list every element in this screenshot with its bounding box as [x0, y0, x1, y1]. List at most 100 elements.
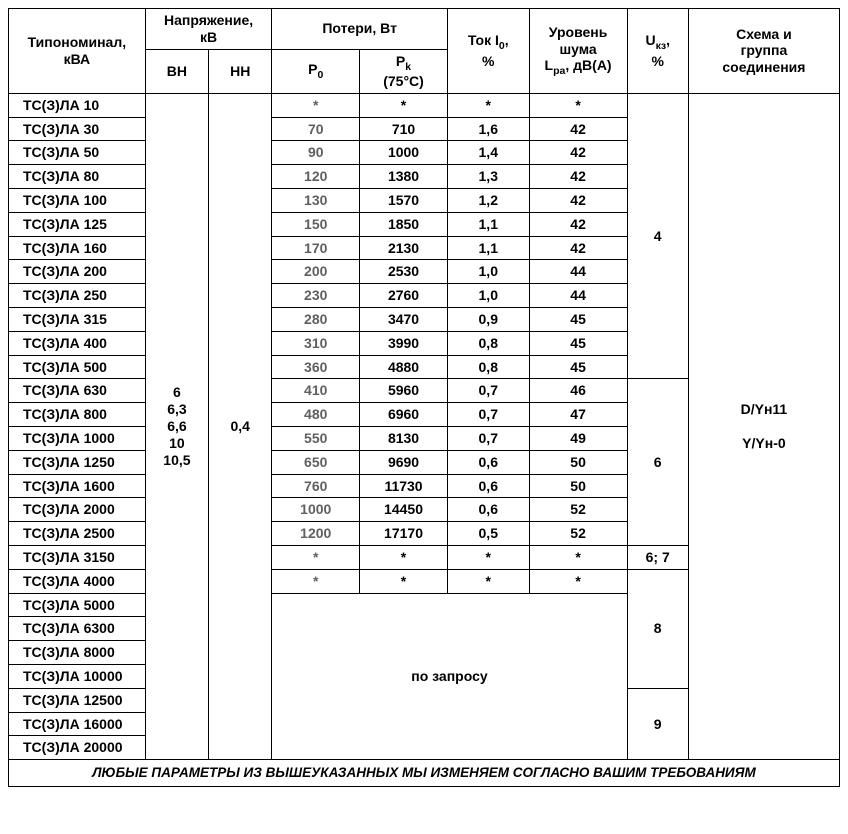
cell-p0: 150	[272, 212, 360, 236]
cell-model: ТС(З)ЛА 2500	[9, 522, 146, 546]
cell-model: ТС(З)ЛА 5000	[9, 593, 146, 617]
cell-i0: 1,0	[447, 284, 529, 308]
cell-noise: 52	[529, 498, 627, 522]
cell-model: ТС(З)ЛА 10000	[9, 664, 146, 688]
cell-hv-merged: 6 6,3 6,6 10 10,5	[145, 93, 208, 759]
cell-i0: 0,7	[447, 379, 529, 403]
table-body: ТС(З)ЛА 10 6 6,3 6,6 10 10,5 0,4 * * * *…	[9, 93, 840, 759]
cell-model: ТС(З)ЛА 200	[9, 260, 146, 284]
cell-lv-merged: 0,4	[209, 93, 272, 759]
cell-i0: *	[447, 545, 529, 569]
cell-i0: 1,6	[447, 117, 529, 141]
cell-pk: 9690	[360, 450, 448, 474]
cell-ukz-8: 8	[627, 569, 688, 688]
cell-model: ТС(З)ЛА 30	[9, 117, 146, 141]
cell-model: ТС(З)ЛА 16000	[9, 712, 146, 736]
table-row: ТС(З)ЛА 10 6 6,3 6,6 10 10,5 0,4 * * * *…	[9, 93, 840, 117]
cell-model: ТС(З)ЛА 1000	[9, 426, 146, 450]
cell-p0: 280	[272, 307, 360, 331]
cell-pk: 17170	[360, 522, 448, 546]
cell-p0: 650	[272, 450, 360, 474]
cell-p0: 480	[272, 403, 360, 427]
cell-pk: 8130	[360, 426, 448, 450]
cell-p0: 230	[272, 284, 360, 308]
cell-model: ТС(З)ЛА 160	[9, 236, 146, 260]
cell-pk: 5960	[360, 379, 448, 403]
col-losses: Потери, Вт	[272, 9, 448, 50]
cell-pk: 1850	[360, 212, 448, 236]
cell-p0: 360	[272, 355, 360, 379]
cell-noise: 45	[529, 355, 627, 379]
cell-model: ТС(З)ЛА 125	[9, 212, 146, 236]
cell-model: ТС(З)ЛА 8000	[9, 641, 146, 665]
cell-noise: 52	[529, 522, 627, 546]
cell-pk: 3470	[360, 307, 448, 331]
cell-p0: *	[272, 93, 360, 117]
cell-model: ТС(З)ЛА 315	[9, 307, 146, 331]
cell-i0: 1,2	[447, 188, 529, 212]
cell-i0: 1,1	[447, 236, 529, 260]
col-i0: Ток I0,%	[447, 9, 529, 94]
cell-i0: 0,7	[447, 403, 529, 427]
cell-model: ТС(З)ЛА 2000	[9, 498, 146, 522]
cell-i0: 0,6	[447, 498, 529, 522]
cell-i0: 0,5	[447, 522, 529, 546]
cell-pk: 6960	[360, 403, 448, 427]
cell-i0: 1,3	[447, 165, 529, 189]
cell-model: ТС(З)ЛА 100	[9, 188, 146, 212]
cell-noise: *	[529, 93, 627, 117]
cell-i0: 0,8	[447, 355, 529, 379]
cell-model: ТС(З)ЛА 10	[9, 93, 146, 117]
col-voltage: Напряжение, кВ	[145, 9, 272, 50]
cell-pk: *	[360, 569, 448, 593]
cell-on-request: по запросу	[272, 593, 627, 760]
cell-p0: 760	[272, 474, 360, 498]
cell-p0: 1200	[272, 522, 360, 546]
cell-ukz-6: 6	[627, 379, 688, 546]
col-ukz: Uкз,%	[627, 9, 688, 94]
cell-noise: *	[529, 545, 627, 569]
cell-noise: 42	[529, 212, 627, 236]
cell-ukz-4: 4	[627, 93, 688, 379]
cell-pk: 2760	[360, 284, 448, 308]
cell-noise: 45	[529, 331, 627, 355]
cell-pk: *	[360, 93, 448, 117]
cell-pk: 3990	[360, 331, 448, 355]
col-pk: Pk(75°C)	[360, 49, 448, 93]
cell-p0: *	[272, 569, 360, 593]
cell-model: ТС(З)ЛА 250	[9, 284, 146, 308]
cell-pk: 1570	[360, 188, 448, 212]
cell-model: ТС(З)ЛА 500	[9, 355, 146, 379]
cell-noise: 42	[529, 165, 627, 189]
cell-p0: 130	[272, 188, 360, 212]
cell-i0: 0,9	[447, 307, 529, 331]
cell-p0: 1000	[272, 498, 360, 522]
cell-i0: 1,0	[447, 260, 529, 284]
cell-noise: *	[529, 569, 627, 593]
cell-noise: 44	[529, 284, 627, 308]
cell-p0: 200	[272, 260, 360, 284]
cell-i0: 0,7	[447, 426, 529, 450]
cell-scheme-merged: D/Yн11 Y/Yн-0	[688, 93, 839, 759]
cell-p0: 410	[272, 379, 360, 403]
cell-pk: 1000	[360, 141, 448, 165]
cell-noise: 47	[529, 403, 627, 427]
col-hv: ВН	[145, 49, 208, 93]
cell-model: ТС(З)ЛА 630	[9, 379, 146, 403]
cell-noise: 50	[529, 474, 627, 498]
cell-i0: 0,6	[447, 474, 529, 498]
cell-ukz-9: 9	[627, 688, 688, 759]
cell-pk: 14450	[360, 498, 448, 522]
col-noise: УровеньшумаLpa, дВ(A)	[529, 9, 627, 94]
col-model: Типономинал, кВА	[9, 9, 146, 94]
cell-i0: 1,4	[447, 141, 529, 165]
col-lv: НН	[209, 49, 272, 93]
cell-pk: 2530	[360, 260, 448, 284]
transformer-spec-table: Типономинал, кВА Напряжение, кВ Потери, …	[8, 8, 840, 787]
cell-i0: 1,1	[447, 212, 529, 236]
cell-p0: 550	[272, 426, 360, 450]
cell-model: ТС(З)ЛА 50	[9, 141, 146, 165]
cell-i0: *	[447, 569, 529, 593]
cell-p0: *	[272, 545, 360, 569]
footer-note: ЛЮБЫЕ ПАРАМЕТРЫ ИЗ ВЫШЕУКАЗАННЫХ МЫ ИЗМЕ…	[9, 760, 840, 787]
